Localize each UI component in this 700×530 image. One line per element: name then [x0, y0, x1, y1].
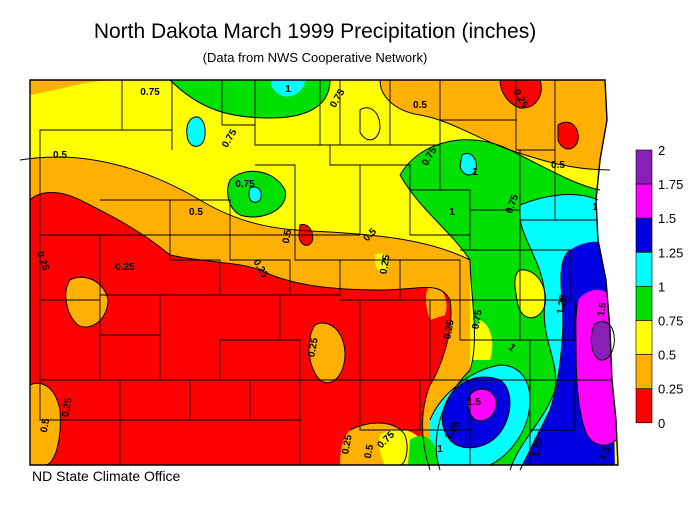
legend-label: 0.75 [658, 314, 683, 329]
contour-label: 0.75 [140, 87, 160, 98]
contour-label: 0.5 [363, 443, 376, 459]
legend-label: 1.75 [658, 177, 683, 192]
contour-label: 1.5 [467, 397, 481, 408]
legend: 2 1.75 1.5 1.25 1 0.75 0.5 0.25 0 [635, 143, 683, 431]
legend-swatch [635, 252, 653, 287]
legend-swatch [635, 149, 653, 185]
contour-label: 0.25 [378, 254, 392, 276]
contour-label: 0.5 [413, 100, 427, 111]
contour-label: 0.5 [281, 228, 294, 244]
contour-label: 1 [285, 84, 291, 95]
contour-label: 1 [472, 167, 478, 178]
legend-label: 0.5 [658, 348, 676, 363]
page-title: North Dakota March 1999 Precipitation (i… [93, 20, 537, 43]
contour-label: 1.25 [530, 437, 544, 459]
contour-label: 1 [437, 444, 443, 455]
contour-lines [19, 79, 617, 471]
contour-label: 0.25 [442, 319, 456, 341]
contour-label: 1 [449, 207, 455, 218]
page-subtitle: (Data from NWS Cooperative Network) [202, 50, 428, 65]
contour-label: 0.75 [470, 309, 484, 331]
legend-label: 1.5 [658, 211, 676, 226]
contour-label: 0.75 [235, 179, 255, 190]
contour-label: 0.25 [115, 262, 135, 273]
credit-text: ND State Climate Office [32, 468, 181, 484]
contour-label: 0.5 [53, 150, 67, 161]
legend-label: 0 [658, 416, 665, 431]
legend-label: 1.25 [658, 245, 683, 260]
legend-swatch [635, 320, 653, 355]
contour-label: 1 [506, 342, 518, 354]
legend-swatch [635, 183, 653, 219]
contour-label: 0.5 [551, 160, 565, 171]
legend-swatch [635, 388, 653, 424]
legend-label: 0.25 [658, 382, 683, 397]
contour-label: 0.25 [60, 397, 74, 419]
contour-label: 1.5 [596, 301, 609, 317]
contour-label: 0.5 [189, 207, 203, 218]
contour-label: 1.25 [555, 294, 569, 316]
contour-label: 1 [592, 202, 598, 213]
contour-label: 0.25 [306, 337, 320, 359]
legend-label: 1 [658, 279, 665, 294]
legend-swatch [635, 217, 653, 253]
legend-label: 2 [658, 143, 665, 158]
contour-label: 0.5 [39, 417, 52, 433]
contour-label: 0.25 [340, 434, 354, 456]
legend-swatch [635, 286, 653, 321]
legend-swatch [635, 354, 653, 390]
